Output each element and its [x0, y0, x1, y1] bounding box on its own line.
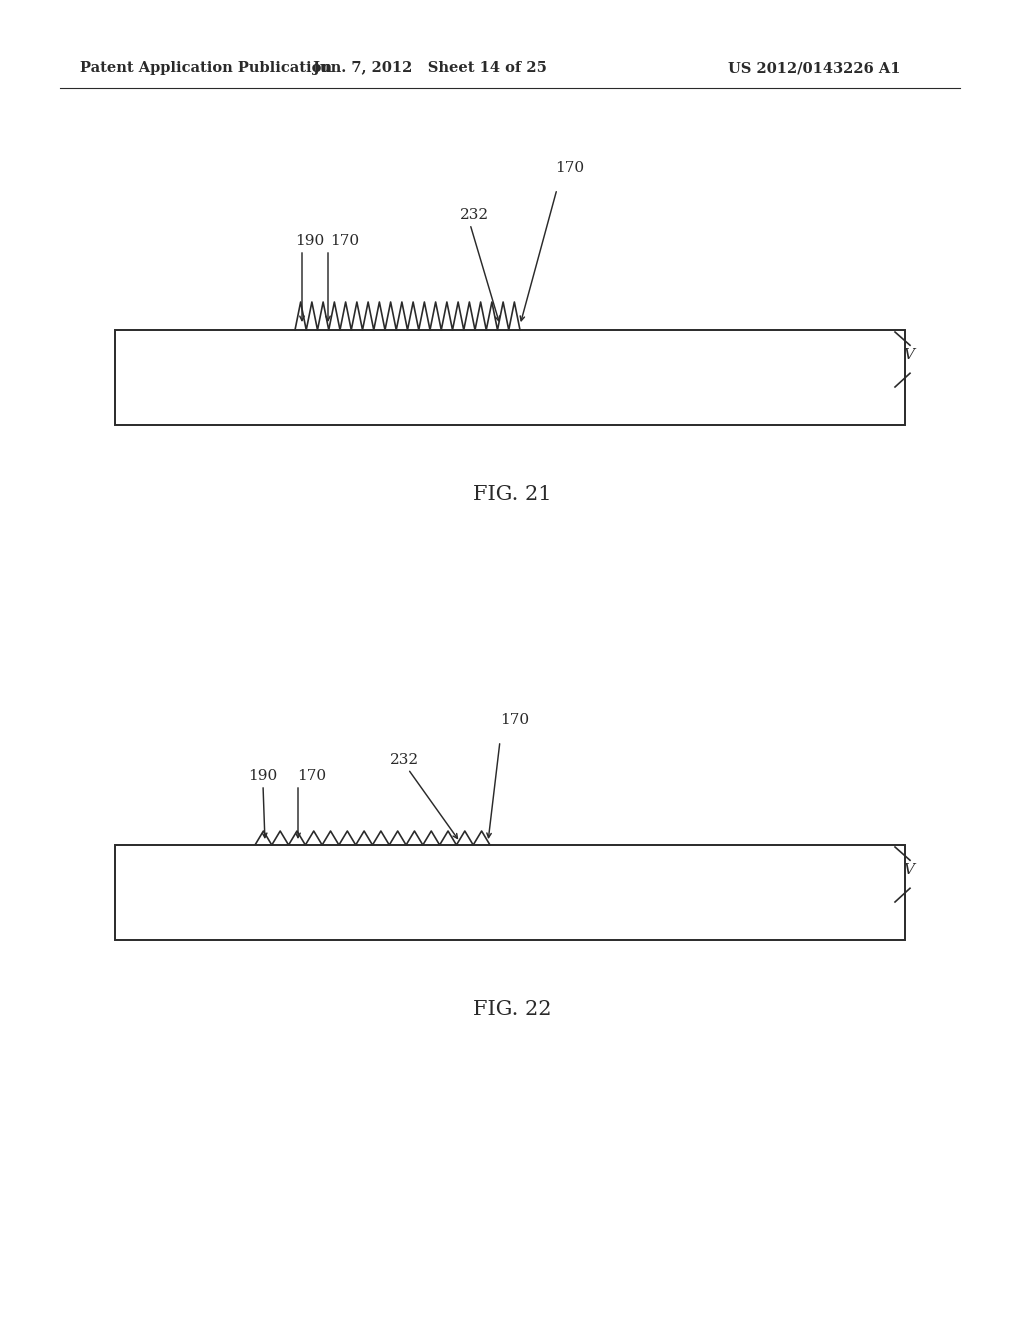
Text: 190: 190: [248, 770, 278, 783]
Text: 170: 170: [555, 161, 584, 176]
Text: 232: 232: [460, 209, 489, 222]
Text: V: V: [903, 348, 914, 362]
Bar: [115, 845, 905, 940]
Text: FIG. 22: FIG. 22: [473, 1001, 551, 1019]
Text: 190: 190: [295, 234, 325, 248]
Text: 170: 170: [500, 713, 529, 727]
Text: 170: 170: [330, 234, 359, 248]
Bar: [115, 330, 905, 425]
Text: FIG. 21: FIG. 21: [473, 484, 551, 504]
Text: Jun. 7, 2012   Sheet 14 of 25: Jun. 7, 2012 Sheet 14 of 25: [313, 61, 547, 75]
Text: Patent Application Publication: Patent Application Publication: [80, 61, 332, 75]
Text: US 2012/0143226 A1: US 2012/0143226 A1: [727, 61, 900, 75]
Text: 232: 232: [390, 752, 419, 767]
Text: V: V: [903, 863, 914, 878]
Text: 170: 170: [297, 770, 326, 783]
